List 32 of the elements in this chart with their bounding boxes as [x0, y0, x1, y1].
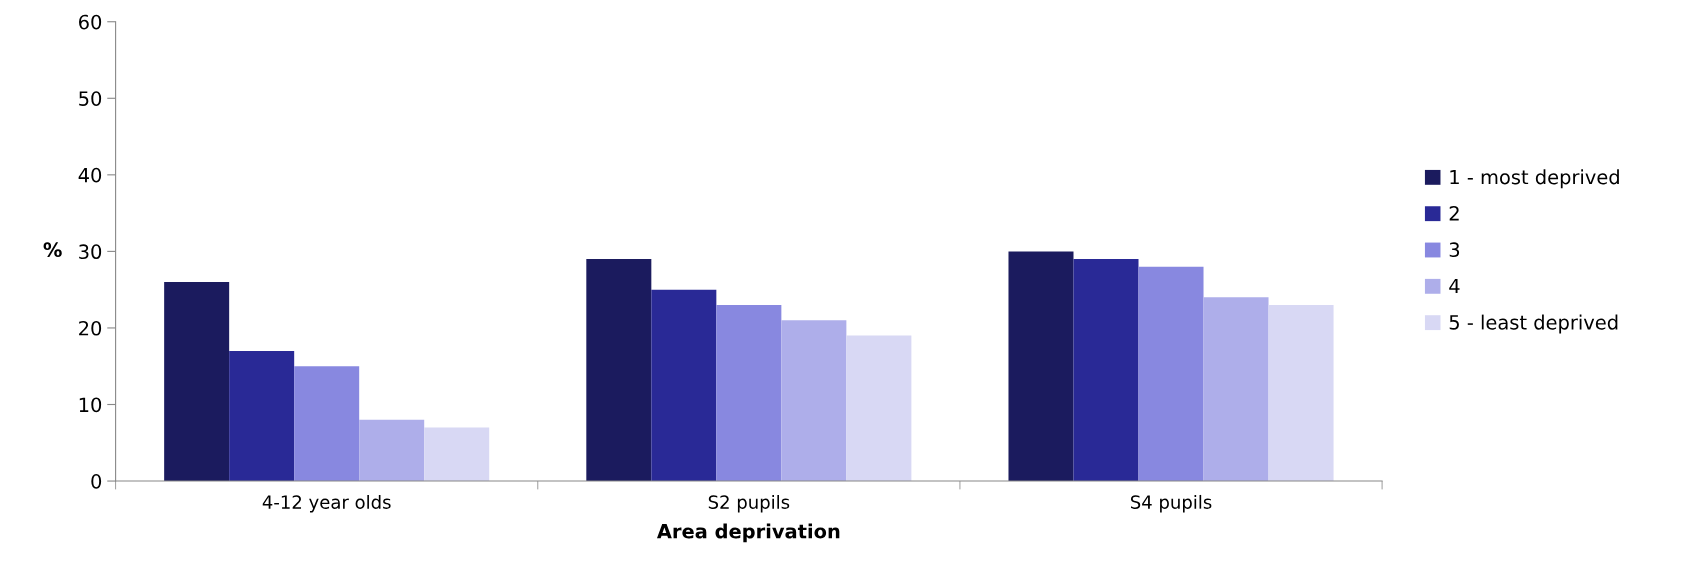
- legend-label: 1 - most deprived: [1450, 169, 1619, 189]
- bar: [424, 427, 490, 482]
- legend-label: 5 - least deprived: [1449, 314, 1618, 334]
- y-tick-label: 60: [79, 14, 102, 30]
- y-tick-label: 20: [79, 320, 102, 336]
- bar: [586, 259, 652, 482]
- x-tick-label: S4 pupils: [1130, 494, 1212, 513]
- bar: [1073, 259, 1139, 482]
- y-tick-label: 50: [79, 91, 102, 106]
- legend-label: 3: [1449, 242, 1460, 258]
- bar: [1008, 251, 1074, 482]
- y-tick-label: 40: [78, 167, 102, 183]
- legend-label: 4: [1449, 278, 1460, 294]
- bar: [781, 320, 847, 482]
- legend-label: 2: [1449, 206, 1459, 221]
- bar: [229, 350, 295, 482]
- bar: [164, 282, 230, 482]
- bar: [846, 335, 912, 482]
- x-tick-label: 4-12 year olds: [262, 494, 391, 513]
- bar: [651, 289, 717, 482]
- bar: [294, 366, 360, 482]
- x-tick-label: S2 pupils: [708, 494, 790, 513]
- bar: [716, 304, 782, 482]
- bar: [1138, 266, 1204, 482]
- bar: [359, 419, 425, 482]
- bar: [1268, 304, 1334, 482]
- y-tick-label: 10: [79, 397, 102, 413]
- y-tick-label: 0: [91, 474, 102, 489]
- x-axis-title: Area deprivation: [656, 523, 840, 543]
- y-tick-label: 30: [79, 244, 102, 260]
- y-axis-title: %: [43, 242, 62, 258]
- bar: [1203, 297, 1269, 482]
